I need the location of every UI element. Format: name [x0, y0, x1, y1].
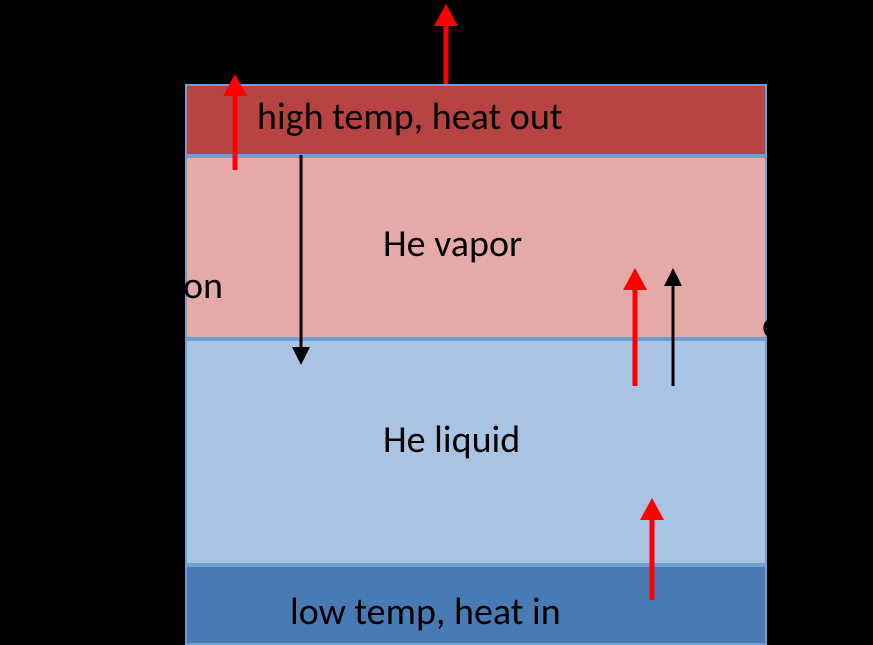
label-heat_in: low temp, heat in	[290, 589, 561, 635]
label-left_frag: on	[183, 263, 223, 309]
arrow-a_bottom_red	[640, 498, 664, 600]
arrow-shaft	[650, 520, 655, 600]
arrow-a_down_black	[292, 155, 310, 365]
label-vapor: He vapor	[383, 221, 522, 267]
arrow-a_top_main	[434, 4, 458, 84]
arrow-shaft	[233, 96, 238, 170]
arrow-head-icon	[623, 268, 647, 290]
arrow-head-icon	[292, 347, 310, 365]
arrow-a_up_red_mid	[623, 268, 647, 386]
arrow-a_up_black	[664, 268, 682, 386]
label-right_frag: ev	[762, 302, 798, 348]
label-heat_out: high temp, heat out	[257, 94, 563, 140]
label-liquid: He liquid	[383, 417, 520, 463]
arrow-shaft	[300, 155, 303, 347]
arrow-shaft	[672, 286, 675, 386]
arrow-shaft	[444, 26, 449, 84]
arrow-head-icon	[223, 74, 247, 96]
arrow-shaft	[633, 290, 638, 386]
arrow-head-icon	[664, 268, 682, 286]
arrow-head-icon	[640, 498, 664, 520]
arrow-head-icon	[434, 4, 458, 26]
arrow-a_top_left	[223, 74, 247, 170]
